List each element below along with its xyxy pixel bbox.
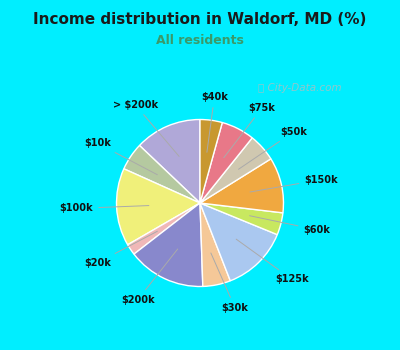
Wedge shape	[124, 146, 200, 203]
Text: $60k: $60k	[250, 216, 330, 235]
Wedge shape	[200, 203, 230, 286]
Text: $10k: $10k	[84, 139, 157, 175]
Text: $75k: $75k	[224, 103, 276, 158]
Text: $40k: $40k	[201, 92, 228, 152]
Wedge shape	[116, 169, 200, 245]
Wedge shape	[200, 203, 283, 235]
Wedge shape	[200, 159, 284, 213]
Wedge shape	[134, 203, 203, 287]
Text: $100k: $100k	[60, 203, 149, 214]
Wedge shape	[200, 203, 277, 281]
Text: All residents: All residents	[156, 34, 244, 47]
Text: $125k: $125k	[236, 239, 308, 284]
Text: > $200k: > $200k	[113, 100, 179, 156]
Text: Ⓢ City-Data.com: Ⓢ City-Data.com	[258, 83, 342, 93]
Wedge shape	[128, 203, 200, 254]
Text: $150k: $150k	[250, 175, 338, 192]
Wedge shape	[200, 138, 271, 203]
Wedge shape	[200, 122, 252, 203]
Text: $50k: $50k	[238, 127, 307, 169]
Wedge shape	[140, 119, 200, 203]
Text: $20k: $20k	[84, 231, 157, 267]
Text: $200k: $200k	[121, 249, 178, 305]
Wedge shape	[200, 119, 222, 203]
Text: Income distribution in Waldorf, MD (%): Income distribution in Waldorf, MD (%)	[33, 12, 367, 27]
Text: $30k: $30k	[211, 253, 248, 313]
